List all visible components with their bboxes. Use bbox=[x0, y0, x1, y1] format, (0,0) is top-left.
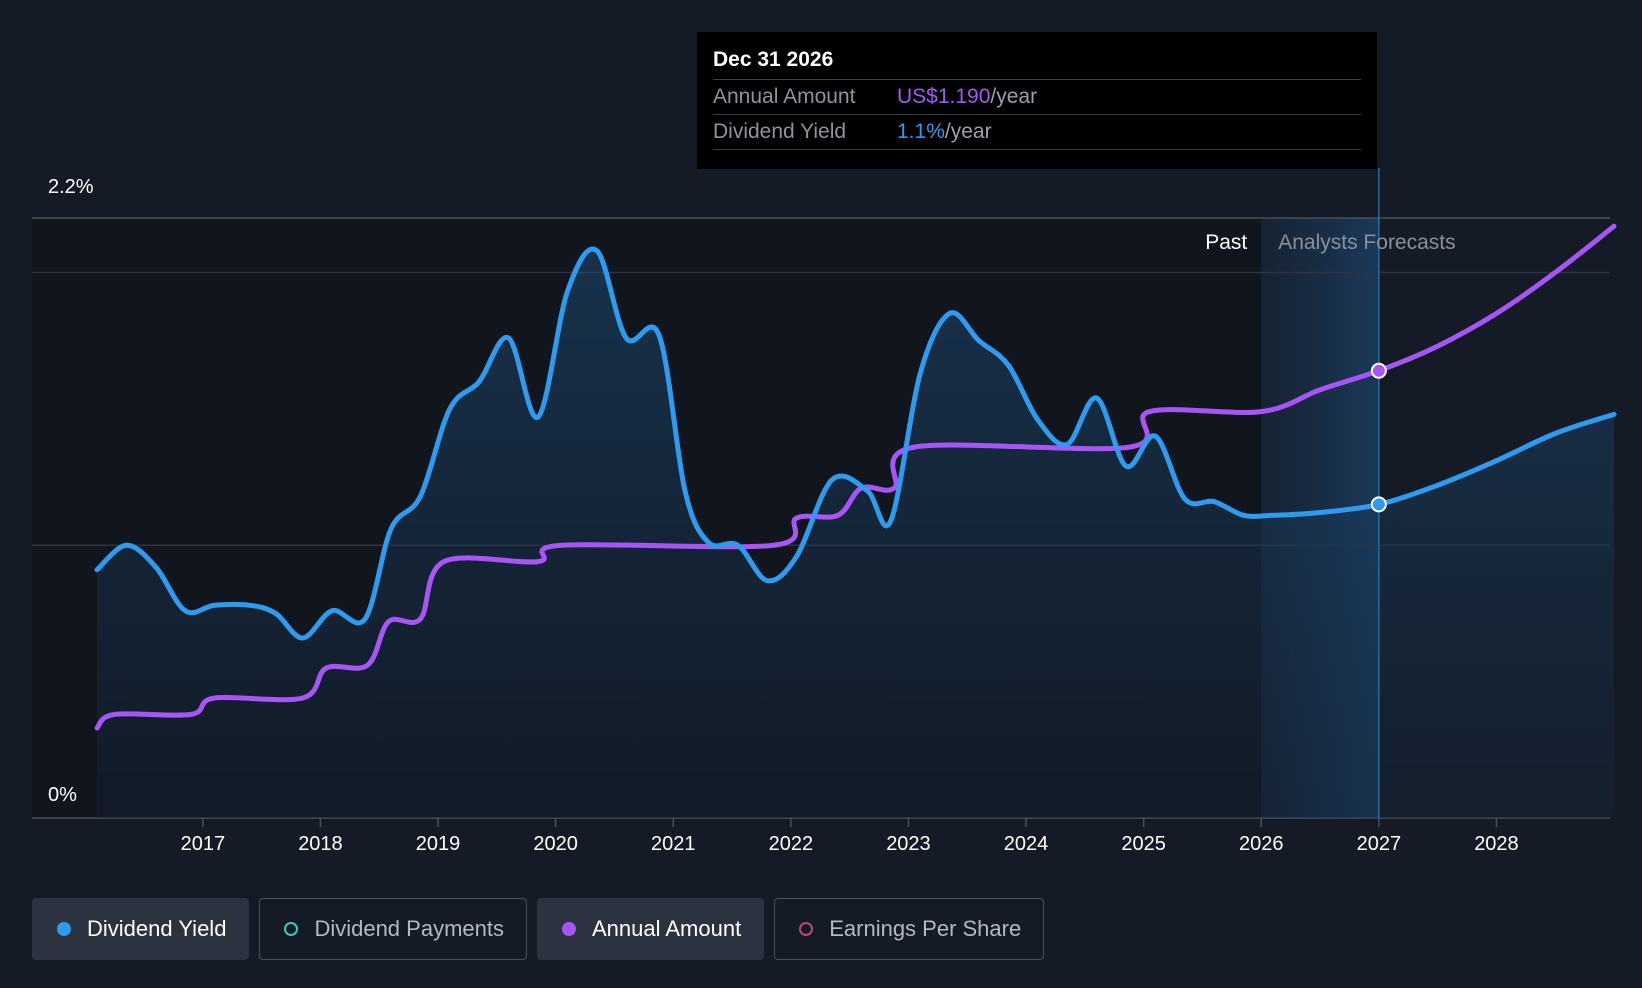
annual-amount-line bbox=[94, 223, 1617, 731]
tooltip-date: Dec 31 2026 bbox=[713, 48, 834, 71]
x-tick-label: 2027 bbox=[1357, 833, 1402, 855]
tooltip-label: Annual Amount bbox=[713, 85, 856, 108]
legend-ring-icon bbox=[284, 922, 299, 936]
x-tick-label: 2023 bbox=[886, 833, 931, 855]
tooltip-value: US$1.190 bbox=[897, 85, 991, 108]
x-tick-label: 2028 bbox=[1474, 833, 1519, 855]
x-tick-label: 2018 bbox=[298, 833, 343, 855]
y-axis-min-label: 0% bbox=[48, 784, 77, 806]
dividend-yield-line bbox=[94, 246, 1617, 641]
x-tick-label: 2022 bbox=[769, 833, 814, 855]
legend-dividend-payments[interactable]: Dividend Payments bbox=[259, 898, 527, 960]
tooltip-row-dividend-yield: Dividend Yield 1.1% /year bbox=[713, 114, 1361, 150]
x-tick-label: 2019 bbox=[416, 833, 461, 855]
legend-earnings-per-share[interactable]: Earnings Per Share bbox=[774, 898, 1045, 960]
annual-amount-marker[interactable] bbox=[1370, 362, 1387, 379]
legend-label: Dividend Yield bbox=[87, 916, 227, 941]
legend-ring-icon bbox=[799, 922, 814, 936]
y-axis-max-label: 2.2% bbox=[48, 176, 94, 198]
past-label: Past bbox=[1205, 231, 1247, 254]
legend: Dividend Yield Dividend Payments Annual … bbox=[32, 898, 1045, 960]
tooltip: Dec 31 2026 Annual Amount US$1.190 /year… bbox=[697, 32, 1377, 169]
x-tick-label: 2017 bbox=[181, 833, 226, 855]
tooltip-value: 1.1% bbox=[897, 120, 945, 143]
legend-label: Dividend Payments bbox=[314, 916, 504, 941]
legend-label: Annual Amount bbox=[591, 916, 742, 941]
x-tick-label: 2024 bbox=[1004, 833, 1049, 855]
legend-dot-icon bbox=[561, 922, 576, 936]
tooltip-unit: /year bbox=[944, 120, 992, 143]
legend-dividend-yield[interactable]: Dividend Yield bbox=[32, 898, 250, 960]
forecast-label: Analysts Forecasts bbox=[1278, 231, 1455, 254]
dividend-yield-marker[interactable] bbox=[1370, 496, 1387, 513]
x-tick-label: 2026 bbox=[1239, 833, 1284, 855]
legend-label: Earnings Per Share bbox=[829, 916, 1022, 941]
tooltip-row-annual-amount: Annual Amount US$1.190 /year bbox=[713, 79, 1361, 114]
legend-annual-amount[interactable]: Annual Amount bbox=[536, 898, 765, 960]
tooltip-label: Dividend Yield bbox=[713, 120, 847, 143]
x-tick-label: 2020 bbox=[533, 833, 578, 855]
x-tick-label: 2021 bbox=[651, 833, 696, 855]
dividend-yield-area bbox=[97, 249, 1614, 819]
x-tick-label: 2025 bbox=[1121, 833, 1166, 855]
legend-dot-icon bbox=[57, 922, 71, 936]
tooltip-unit: /year bbox=[990, 85, 1038, 108]
